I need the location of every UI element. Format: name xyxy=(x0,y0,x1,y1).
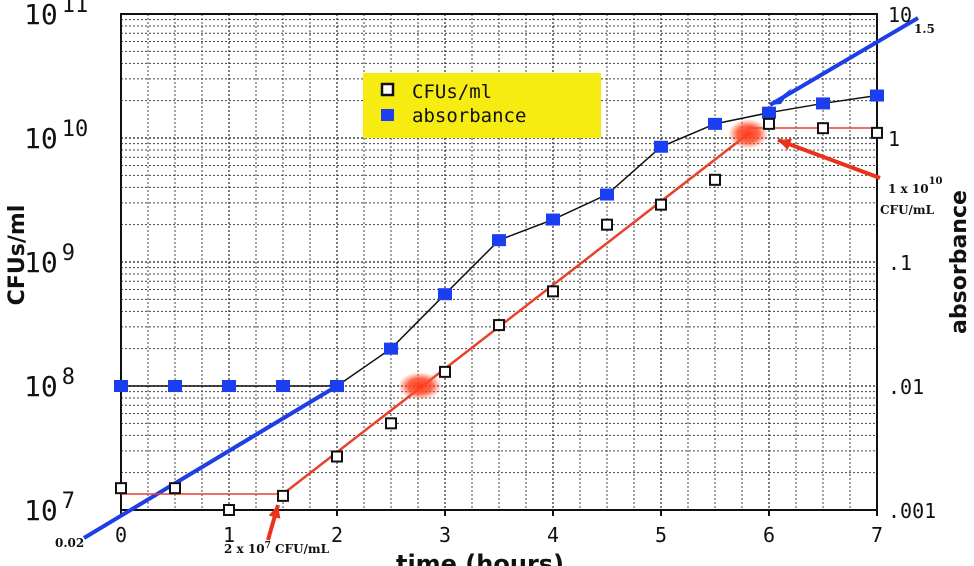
absorbance-point xyxy=(870,89,884,102)
x-tick-label: 2 xyxy=(331,523,343,547)
annotation-end-cfu-unit: CFU/mL xyxy=(880,203,935,217)
y2-tick-label: .01 xyxy=(888,375,924,399)
absorbance-point xyxy=(330,380,344,392)
y-tick-label: 10 8 xyxy=(24,365,75,403)
y-tick-base: 10 xyxy=(24,122,58,155)
blue-guide-arrowhead xyxy=(770,88,792,105)
y-tick-label: 10 9 xyxy=(24,241,75,279)
absorbance-point xyxy=(600,188,614,201)
y2-tick-label: 10 xyxy=(888,3,912,27)
red-highlight-midpoint xyxy=(398,372,442,400)
series-layer xyxy=(114,89,884,516)
absorbance-point xyxy=(762,106,776,119)
cfu-point xyxy=(547,285,559,298)
x-tick-label: 3 xyxy=(439,523,451,547)
y-tick-exponent: 9 xyxy=(62,241,75,266)
legend-label-absorbance: absorbance xyxy=(412,105,526,127)
annotation-end-cfu: 1 x 1010 xyxy=(888,176,943,196)
cfu-point xyxy=(709,173,721,186)
absorbance-point xyxy=(222,380,236,392)
y2-tick-label: 1 xyxy=(888,127,900,151)
annotation-start-cfu-unit: CFU/mL xyxy=(271,542,330,556)
absorbance-point xyxy=(492,234,506,247)
x-tick-label: 4 xyxy=(547,523,559,547)
y-tick-base: 10 xyxy=(24,0,58,31)
y-tick-exponent: 10 xyxy=(62,117,89,142)
cfu-point xyxy=(277,489,289,502)
legend-marker-absorbance xyxy=(381,109,394,121)
legend: CFUs/ml absorbance xyxy=(363,73,601,138)
annotation-start-cfu-exp: 7 xyxy=(265,541,271,551)
x-tick-label: 7 xyxy=(871,523,883,547)
red-arrow-end xyxy=(777,138,881,180)
cfu-point xyxy=(169,482,181,495)
red-highlight-endpoint xyxy=(728,119,768,149)
absorbance-point xyxy=(384,342,398,355)
cfu-point xyxy=(331,450,343,463)
cfu-point xyxy=(655,198,667,211)
annotation-end-cfu-base: 1 x 10 xyxy=(888,182,929,196)
x-tick-label: 5 xyxy=(655,523,667,547)
absorbance-point xyxy=(276,380,290,392)
blue-guide-line-lower xyxy=(82,383,341,540)
y-tick-base: 10 xyxy=(24,246,58,279)
red-arrow-end-head xyxy=(778,138,792,151)
y2-axis-title: absorbance xyxy=(947,190,972,334)
x-axis-title: time (hours) xyxy=(396,550,564,566)
annotation-start-cfu: 2 x 107 CFU/mL xyxy=(224,541,330,556)
grid-lines xyxy=(121,14,877,510)
cfu-point xyxy=(817,122,829,135)
red-arrow-start-head xyxy=(268,505,281,519)
annotation-start-absorbance: 0.02 xyxy=(55,536,84,550)
annotation-end-cfu-exp: 10 xyxy=(929,176,943,187)
x-tick-label: 0 xyxy=(115,523,127,547)
y-tick-base: 10 xyxy=(24,494,58,527)
annotation-end-absorbance: 1.5 xyxy=(914,22,935,36)
y-tick-label: 10 7 xyxy=(24,489,75,527)
absorbance-point xyxy=(708,117,722,130)
cfu-point xyxy=(601,218,613,231)
y-tick-exponent: 11 xyxy=(62,0,89,18)
annotation-start-cfu-base: 2 x 10 xyxy=(224,542,265,556)
y-axis-title: CFUs/ml xyxy=(5,205,30,306)
y2-tick-label: .001 xyxy=(888,499,936,523)
guide-lines xyxy=(82,16,920,541)
y-tick-label: 10 10 xyxy=(24,117,88,155)
absorbance-point xyxy=(438,288,452,301)
absorbance-point xyxy=(816,97,830,110)
legend-marker-cfus xyxy=(380,82,395,97)
y-tick-label: 10 11 xyxy=(24,0,88,31)
cfu-point xyxy=(385,417,397,430)
absorbance-point xyxy=(114,380,128,392)
legend-label-cfus: CFUs/ml xyxy=(412,81,492,103)
x-tick-label: 1 xyxy=(223,523,235,547)
cfu-point xyxy=(115,482,127,495)
legend-background xyxy=(363,73,601,138)
absorbance-point xyxy=(654,140,668,153)
cfu-point xyxy=(439,365,451,378)
x-tick-label: 6 xyxy=(763,523,775,547)
absorbance-point xyxy=(168,380,182,392)
cfu-point xyxy=(763,117,775,130)
y-tick-base: 10 xyxy=(24,370,58,403)
cfu-point xyxy=(223,504,235,516)
plot-border xyxy=(120,13,878,511)
y2-tick-label: .1 xyxy=(888,251,912,275)
y-tick-exponent: 7 xyxy=(62,489,75,514)
blue-guide-line-upper xyxy=(768,16,920,107)
red-growth-line xyxy=(282,133,749,495)
cfu-point xyxy=(493,319,505,332)
absorbance-point xyxy=(546,213,560,226)
cfu-point xyxy=(871,126,883,139)
y-tick-exponent: 8 xyxy=(62,365,75,390)
